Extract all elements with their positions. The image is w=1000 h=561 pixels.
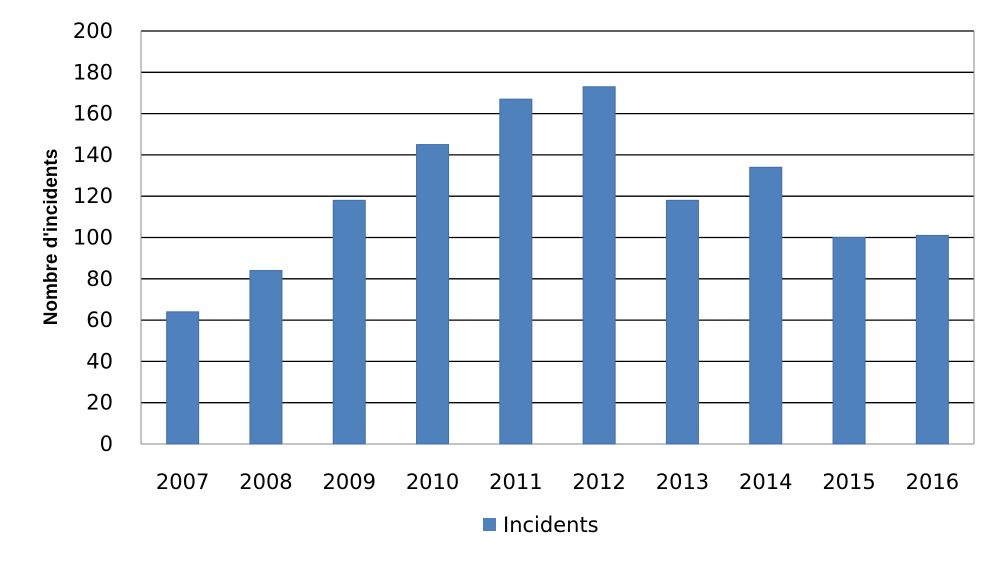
x-tick-label: 2013 <box>656 470 709 494</box>
x-tick-label: 2008 <box>239 470 292 494</box>
y-tick-label: 100 <box>73 226 113 250</box>
bars <box>166 86 949 445</box>
bar-2015 <box>832 237 866 445</box>
x-tick-label: 2016 <box>906 470 959 494</box>
x-tick-label: 2007 <box>156 470 209 494</box>
x-tick-label: 2009 <box>323 470 376 494</box>
bar-2012 <box>582 86 616 445</box>
legend-swatch <box>483 518 496 531</box>
y-tick-label: 140 <box>73 143 113 167</box>
x-tick-label: 2012 <box>572 470 625 494</box>
bar-2011 <box>499 98 533 445</box>
bar-2013 <box>665 199 699 445</box>
y-tick-label: 180 <box>73 60 113 84</box>
bar-2008 <box>249 270 283 445</box>
y-tick-labels: 0 20 40 60 80 100 120 140 160 180 200 <box>73 19 113 456</box>
bar-2009 <box>332 199 366 445</box>
y-tick-label: 160 <box>73 102 113 126</box>
bar-2016 <box>915 234 949 445</box>
x-tick-labels: 2007 2008 2009 2010 2011 2012 2013 2014 2015 2016 <box>156 470 959 494</box>
y-axis-title: Nombre d'incidents <box>41 149 62 326</box>
y-tick-label: 0 <box>100 432 113 456</box>
y-tick-label: 120 <box>73 184 113 208</box>
legend: Incidents <box>483 513 599 537</box>
bar-2014 <box>749 166 783 445</box>
y-tick-label: 40 <box>86 349 113 373</box>
bar-2007 <box>166 311 200 445</box>
x-tick-label: 2010 <box>406 470 459 494</box>
x-tick-label: 2011 <box>489 470 542 494</box>
y-tick-label: 20 <box>86 391 113 415</box>
x-tick-label: 2015 <box>822 470 875 494</box>
bar-2010 <box>416 144 450 445</box>
y-tick-label: 80 <box>86 267 113 291</box>
x-tick-label: 2014 <box>739 470 792 494</box>
y-tick-label: 60 <box>86 308 113 332</box>
y-tick-label: 200 <box>73 19 113 43</box>
legend-label: Incidents <box>503 513 599 537</box>
